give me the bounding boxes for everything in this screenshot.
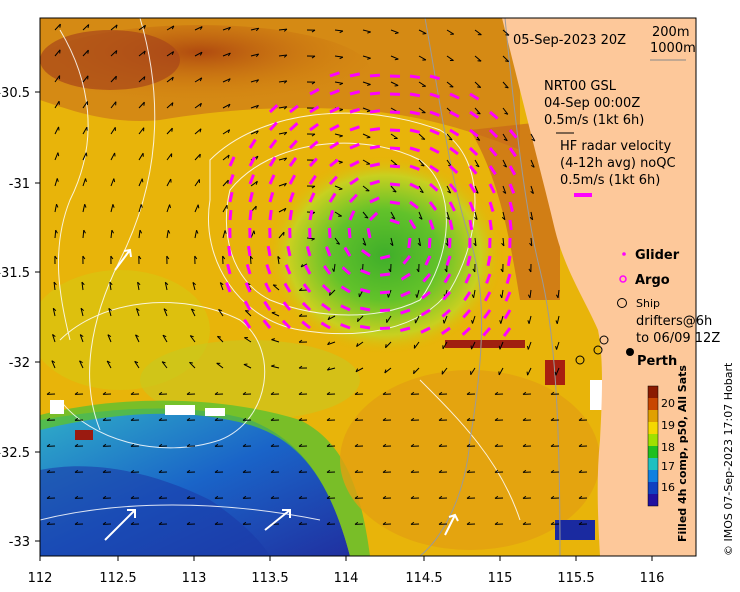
nrt-model-scale: 0.5m/s (1kt 6h) [544,113,644,128]
glider-legend: Glider [635,248,680,263]
scale-1000m: 1000m [650,41,696,56]
ship-legend-marker [617,298,627,308]
argo-legend-marker [619,275,627,283]
y-tick-label: -31.5 [0,266,30,281]
x-tick-label: 113.5 [251,571,288,586]
hf-radar-arrows [225,71,518,337]
nrt-model-date: 04-Sep 00:00Z [544,96,640,111]
x-tick-label: 114 [334,571,359,586]
drifters-legend-1: drifters@6h [636,314,712,329]
colorbar-tick: 18 [661,441,675,454]
hf-radar-scale: 0.5m/s (1kt 6h) [560,173,660,188]
drifters-legend-2: to 06/09 12Z [636,331,720,346]
ship-markers [575,335,609,365]
y-tick-label: -30.5 [0,86,30,101]
plot-frame [39,17,697,557]
x-tick-label: 113 [182,571,207,586]
x-axis: 112 112.5 113 113.5 114 114.5 115 115.5 116 [28,556,665,586]
credit: © IMOS 07-Sep-2023 17:07 Hobart [722,362,735,556]
land-mask [502,18,696,556]
ship-legend: Ship [636,297,660,310]
x-tick-label: 112.5 [99,571,136,586]
x-tick-label: 116 [640,571,665,586]
colorbar-tick: 19 [661,419,675,432]
nrt-model-label: NRT00 GSL [544,79,617,94]
x-tick-label: 114.5 [405,571,442,586]
colorbar-tick: 20 [661,397,675,410]
colorbar-tick: 17 [661,460,675,473]
perth-marker [626,348,634,356]
shelf-lines [419,18,561,556]
city-label: Perth [637,354,677,369]
colorbar-title: Filled 4h comp, p50, All Sats [676,365,689,542]
x-tick-label: 112 [28,571,53,586]
contours [40,18,521,521]
drift-arrows [104,248,459,541]
x-tick-label: 115.5 [557,571,594,586]
y-tick-label: -32 [9,356,30,371]
scale-200m: 200m [652,25,689,40]
argo-legend: Argo [635,273,670,288]
hf-radar-avg: (4-12h avg) noQC [560,156,676,171]
y-tick-label: -33 [9,535,30,550]
timestamp: 05-Sep-2023 20Z [513,33,626,48]
y-tick-label: -32.5 [0,446,30,461]
colorbar-tick: 16 [661,481,675,494]
current-arrows [46,23,588,525]
hf-radar-label: HF radar velocity [560,139,672,154]
glider-legend-marker [622,252,626,256]
y-axis: -30.5 -31 -31.5 -32 -32.5 -33 [0,86,40,550]
colorbar: 20 19 18 17 16 [647,385,675,507]
x-tick-label: 115 [488,571,513,586]
y-tick-label: -31 [9,177,30,192]
